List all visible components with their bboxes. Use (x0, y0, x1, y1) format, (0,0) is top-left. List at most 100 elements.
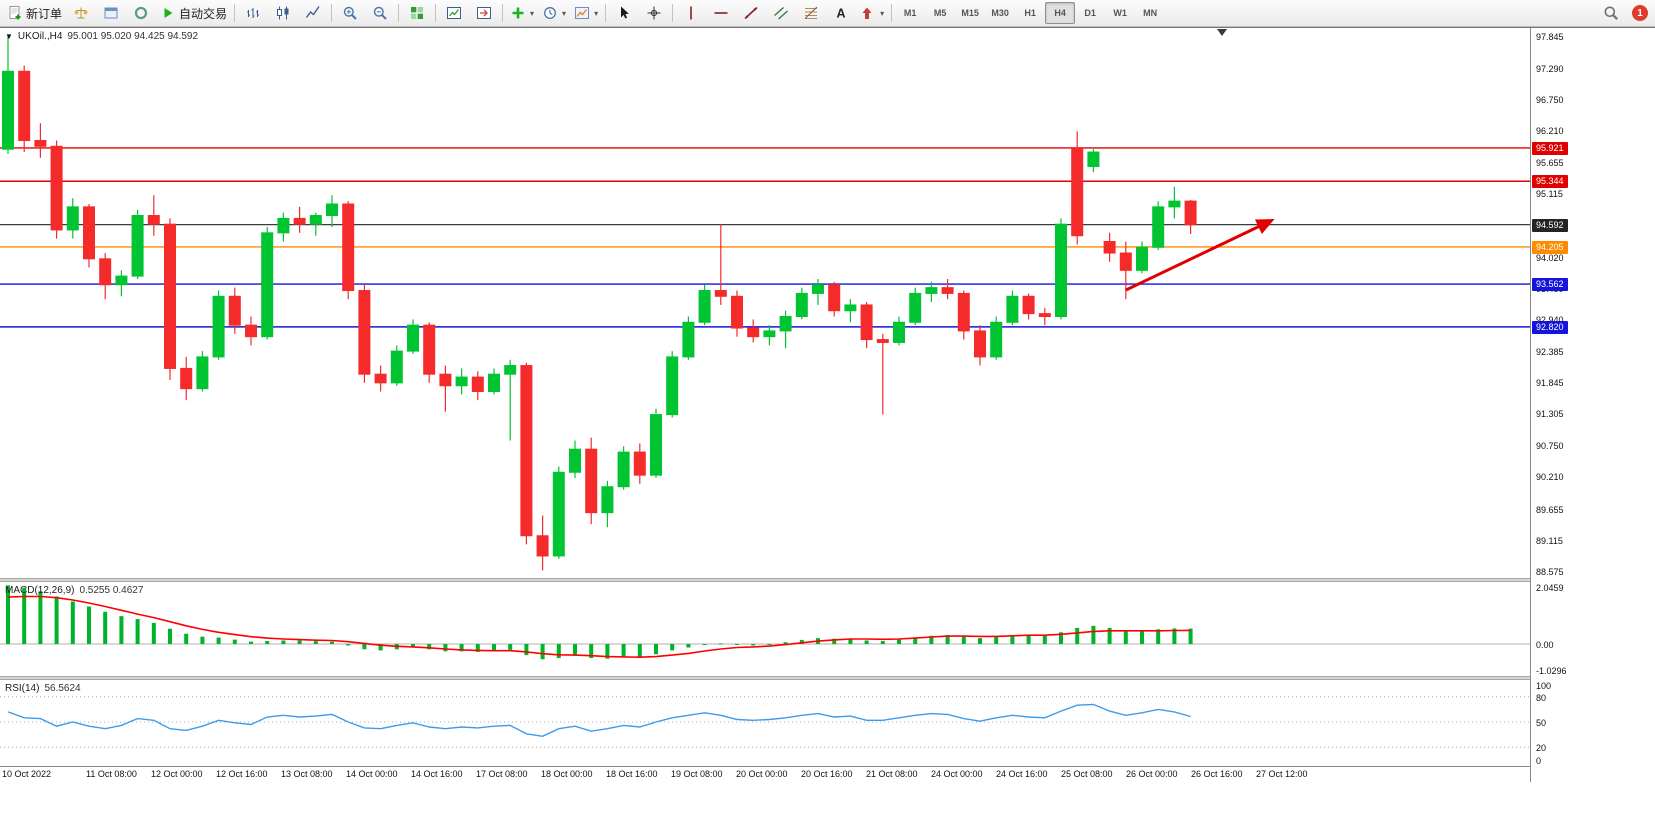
timeframe-m30[interactable]: M30 (985, 2, 1015, 24)
fibo-icon (803, 5, 819, 21)
cursor-icon (616, 5, 632, 21)
timeframe-m5[interactable]: M5 (925, 2, 955, 24)
chart-title: UKOil.,H4 (17, 31, 63, 42)
timeframe-d1-label: D1 (1084, 8, 1096, 18)
search-icon (1603, 5, 1619, 21)
text-button[interactable]: A (826, 1, 856, 25)
zoom-in-icon (342, 5, 358, 21)
price-tick: 97.290 (1536, 63, 1564, 74)
timeframe-m15[interactable]: M15 (955, 2, 985, 24)
toolbar-separator (891, 4, 893, 22)
time-axis-label: 20 Oct 00:00 (736, 769, 788, 779)
time-axis[interactable]: 10 Oct 2022 11 Oct 08:00 12 Oct 00:00 12 Oc… (0, 766, 1530, 782)
main-chart-panel[interactable]: ▼ UKOil.,H4 95.001 95.020 94.425 94.592 (0, 28, 1530, 578)
timeframe-d1[interactable]: D1 (1075, 2, 1105, 24)
time-axis-label: 24 Oct 00:00 (931, 769, 983, 779)
indicators-button[interactable]: ▾ (506, 1, 538, 25)
autotrading-button[interactable]: 自动交易 (156, 1, 231, 25)
dropdown-arrow-icon: ▾ (880, 8, 885, 18)
terminal-button[interactable] (126, 1, 156, 25)
timeframe-h4[interactable]: H4 (1045, 2, 1076, 24)
chart-title-bar: ▼ UKOil.,H4 95.001 95.020 94.425 94.592 (5, 31, 198, 42)
price-tick: 97.845 (1536, 31, 1564, 42)
toolbar-separator (331, 4, 333, 22)
symbol-dropdown-icon[interactable]: ▼ (5, 32, 13, 41)
time-axis-label: 25 Oct 08:00 (1061, 769, 1113, 779)
vline-icon (683, 5, 699, 21)
trendline-icon (743, 5, 759, 21)
toolbar-right: 1 (1596, 1, 1652, 25)
candlestick-chart-button[interactable] (268, 1, 298, 25)
tile-windows-button[interactable] (402, 1, 432, 25)
rsi-value: 56.5624 (44, 683, 81, 694)
macd-signal-line (7, 595, 1191, 659)
cursor-button[interactable] (609, 1, 639, 25)
channel-icon (773, 5, 789, 21)
vertical-line-button[interactable] (676, 1, 706, 25)
trend-arrow[interactable] (1125, 218, 1275, 292)
rsi-label-bar: RSI(14) 56.5624 (5, 683, 81, 694)
timeframe-h4-label: H4 (1054, 8, 1066, 18)
time-axis-label: 20 Oct 16:00 (801, 769, 853, 779)
chart-frame-icon (446, 5, 462, 21)
rsi-panel[interactable]: RSI(14) 56.5624 (0, 680, 1530, 766)
timeframe-w1[interactable]: W1 (1105, 2, 1135, 24)
search-button[interactable] (1596, 1, 1626, 25)
new-order-button-label: 新订单 (26, 6, 63, 21)
toolbar: 新订单 自动交易 ▾ ▾ ▾ A ▾ M1 M5 M15 M30 H1 H4 D1 W1 MN 1 (0, 0, 1655, 27)
price-tick: 92.385 (1536, 346, 1564, 357)
price-tick: 91.305 (1536, 409, 1564, 420)
trendline-button[interactable] (736, 1, 766, 25)
chart-shift-button[interactable] (469, 1, 499, 25)
arrows-button[interactable]: ▾ (856, 1, 888, 25)
rsi-chart[interactable] (0, 680, 1530, 766)
panel-splitter[interactable] (0, 578, 1530, 582)
line-chart-button[interactable] (298, 1, 328, 25)
zoom-out-button[interactable] (365, 1, 395, 25)
rsi-axis-tick: 20 (1536, 743, 1547, 754)
fibonacci-button[interactable] (796, 1, 826, 25)
crosshair-icon (646, 5, 662, 21)
data-window-button[interactable] (96, 1, 126, 25)
periods-button[interactable]: ▾ (538, 1, 570, 25)
price-tick: 90.210 (1536, 472, 1564, 483)
crosshair-button[interactable] (639, 1, 669, 25)
time-axis-label: 14 Oct 00:00 (346, 769, 398, 779)
pivot-line-price-label: 94.205 (1532, 240, 1568, 254)
time-axis-label: 12 Oct 00:00 (151, 769, 203, 779)
time-axis-label: 17 Oct 08:00 (476, 769, 528, 779)
toolbar-separator (605, 4, 607, 22)
price-chart[interactable] (0, 28, 1530, 578)
candles-icon (275, 5, 291, 21)
time-axis-label: 12 Oct 16:00 (216, 769, 268, 779)
rsi-label: RSI(14) (5, 683, 40, 694)
timeframe-m1[interactable]: M1 (895, 2, 925, 24)
timeframe-h1[interactable]: H1 (1015, 2, 1045, 24)
zoom-in-button[interactable] (335, 1, 365, 25)
window-bottom (0, 782, 1655, 827)
notifications-badge[interactable]: 1 (1632, 5, 1648, 21)
bar-chart-button[interactable] (238, 1, 268, 25)
dropdown-arrow-icon: ▾ (530, 8, 535, 18)
timeframe-h1-label: H1 (1024, 8, 1036, 18)
time-axis-label: 26 Oct 00:00 (1126, 769, 1178, 779)
macd-label: MACD(12,26,9) (5, 585, 75, 596)
chart-shift-marker[interactable] (1217, 29, 1227, 36)
price-tick: 91.845 (1536, 378, 1564, 389)
price-axis[interactable]: 97.845 97.290 96.750 96.210 95.655 95.115 94.5… (1530, 28, 1655, 782)
market-watch-button[interactable] (66, 1, 96, 25)
timeframe-mn[interactable]: MN (1135, 2, 1165, 24)
window-icon (103, 5, 119, 21)
macd-axis-tick: -1.0296 (1536, 666, 1567, 676)
equidistant-channel-button[interactable] (766, 1, 796, 25)
panel-splitter[interactable] (0, 676, 1530, 680)
chart-ohlc-values: 95.001 95.020 94.425 94.592 (67, 31, 199, 42)
templates-button[interactable]: ▾ (570, 1, 602, 25)
timeframe-mn-label: MN (1143, 8, 1158, 18)
auto-scroll-button[interactable] (439, 1, 469, 25)
horizontal-line-button[interactable] (706, 1, 736, 25)
new-order-button[interactable]: 新订单 (3, 1, 66, 25)
timeframe-m1-label: M1 (903, 8, 917, 18)
macd-panel[interactable]: MACD(12,26,9) 0.5255 0.4627 (0, 582, 1530, 676)
macd-chart[interactable] (0, 582, 1530, 676)
